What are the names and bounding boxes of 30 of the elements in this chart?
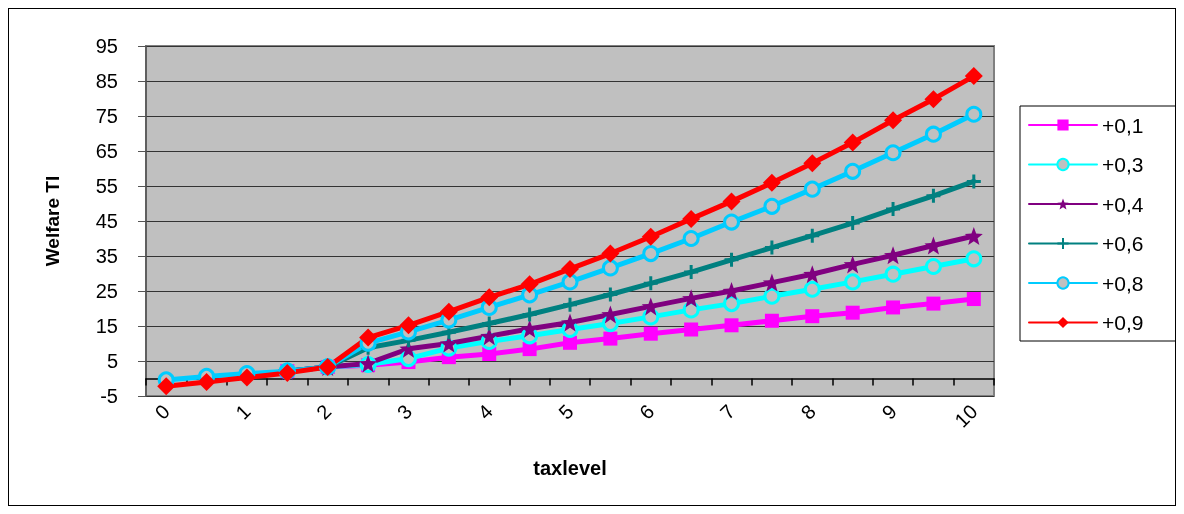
x-tick-label: 4 bbox=[473, 400, 498, 424]
legend-label: +0,6 bbox=[1102, 232, 1144, 255]
y-tick-label: 25 bbox=[95, 280, 118, 302]
legend-label: +0,8 bbox=[1102, 271, 1144, 295]
x-tick-label: 2 bbox=[312, 400, 336, 424]
y-tick-label: -5 bbox=[100, 385, 118, 407]
legend-label: +0,4 bbox=[1102, 192, 1144, 216]
x-tick-label: 0 bbox=[150, 400, 174, 424]
y-tick-label: 75 bbox=[95, 105, 118, 127]
y-tick-label: 5 bbox=[106, 350, 118, 372]
x-tick-label: 3 bbox=[392, 400, 417, 424]
legend-label: +0,3 bbox=[1102, 153, 1144, 176]
y-tick-label: 65 bbox=[95, 140, 118, 162]
y-tick-label: 85 bbox=[95, 70, 118, 92]
x-tick-label: 6 bbox=[635, 400, 659, 424]
y-tick-label: 35 bbox=[95, 245, 118, 267]
x-tick-label: 1 bbox=[231, 400, 255, 424]
x-tick-label: 8 bbox=[796, 400, 821, 424]
y-tick-label: 95 bbox=[95, 35, 118, 57]
y-axis-title: Welfare TI bbox=[42, 175, 63, 267]
x-tick-label: 9 bbox=[877, 400, 901, 424]
y-tick-label: 45 bbox=[95, 210, 118, 232]
x-tick-label: 10 bbox=[950, 400, 982, 432]
x-tick-label: 7 bbox=[715, 400, 740, 424]
legend-label: +0,1 bbox=[1102, 113, 1144, 137]
y-tick-label: 55 bbox=[95, 175, 118, 197]
x-tick-label: 5 bbox=[554, 400, 578, 424]
x-axis-title: taxlevel bbox=[533, 457, 607, 479]
legend-label: +0,9 bbox=[1102, 311, 1144, 334]
y-tick-label: 15 bbox=[95, 315, 118, 337]
